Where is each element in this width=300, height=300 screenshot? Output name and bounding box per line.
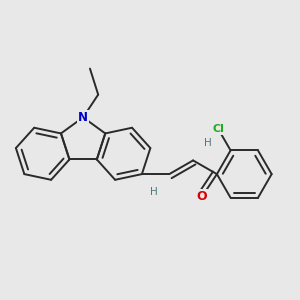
Text: H: H — [150, 187, 158, 197]
Text: H: H — [204, 138, 212, 148]
Text: N: N — [78, 111, 88, 124]
Text: O: O — [196, 190, 207, 203]
Text: Cl: Cl — [212, 124, 224, 134]
